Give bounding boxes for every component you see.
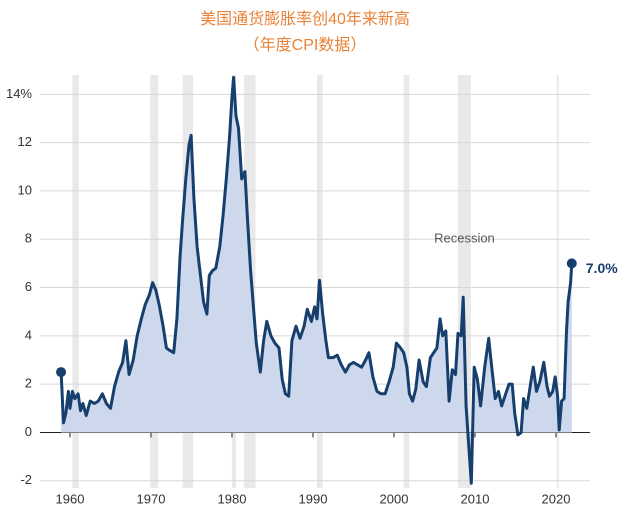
end-label: 7.0%: [586, 260, 618, 276]
recession-band: [150, 75, 159, 488]
x-tick-label: 2010: [461, 491, 490, 506]
y-tick-label: 2: [25, 376, 32, 391]
line: [59, 75, 574, 485]
recession-label: Recession: [434, 231, 495, 246]
y-tick-label: 14%: [6, 86, 32, 101]
x-tick-label: 1970: [137, 491, 166, 506]
area: [61, 77, 572, 484]
x-tick-label: 2000: [380, 491, 409, 506]
y-tick-label: -2: [20, 472, 32, 487]
chart-subtitle: （年度CPI数据）: [244, 36, 367, 54]
y-tick-label: 8: [25, 231, 32, 246]
labels: -2 0 2 4 6 8 10 12 14% 1960 1970 1980 1990 2000 2010 20…: [6, 86, 618, 507]
y-tick-label: 12: [18, 134, 32, 149]
x-tick-label: 1960: [56, 491, 85, 506]
y-tick-label: 10: [18, 182, 32, 197]
x-tick-label: 1980: [218, 491, 247, 506]
recession-band: [72, 75, 79, 488]
y-tick-label: 6: [25, 279, 32, 294]
recession-band: [403, 75, 410, 488]
chart-title: 美国通货膨胀率创40年来新高: [200, 10, 410, 28]
start-dot: [56, 367, 67, 378]
recession-band: [556, 75, 559, 488]
series: [56, 75, 577, 485]
end-dot: [566, 258, 577, 269]
x-tick-label: 1990: [299, 491, 328, 506]
x-tick-label: 2020: [542, 491, 571, 506]
y-tick-label: 0: [25, 424, 32, 439]
y-tick-label: 4: [25, 327, 32, 342]
